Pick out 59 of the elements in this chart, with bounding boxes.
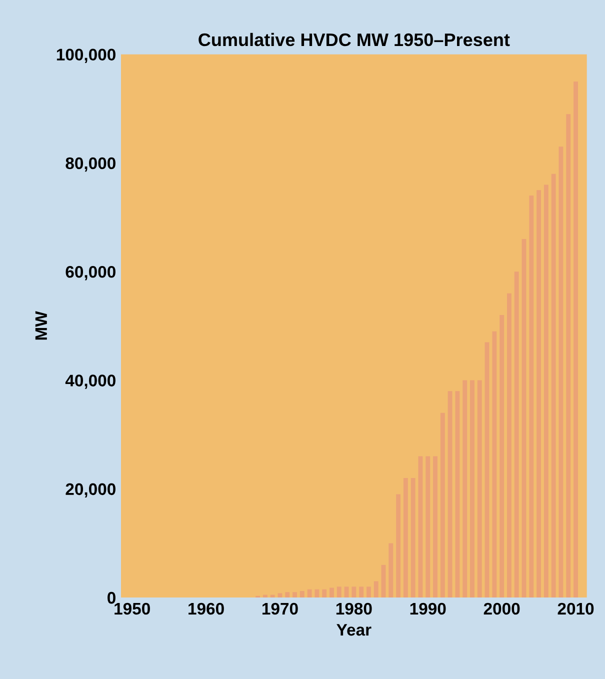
bar <box>270 594 275 598</box>
bar <box>396 494 401 598</box>
bar <box>433 456 438 598</box>
chart-title: Cumulative HVDC MW 1950–Present <box>198 32 510 46</box>
bar <box>484 342 490 598</box>
x-axis-title: Year <box>336 624 372 636</box>
bar <box>262 594 268 598</box>
bar <box>470 380 474 598</box>
bar <box>359 586 364 598</box>
x-tick-label: 1980 <box>336 602 372 615</box>
bar <box>529 196 534 598</box>
bar <box>440 412 445 598</box>
bar <box>514 272 519 598</box>
y-tick-label: 40,000 <box>65 374 116 389</box>
x-tick-label: 2000 <box>484 602 520 615</box>
bar <box>278 593 282 598</box>
bar <box>292 592 297 598</box>
bar <box>300 591 304 598</box>
x-tick-label: 1960 <box>188 602 224 615</box>
bar <box>314 589 320 598</box>
bar <box>307 589 312 598</box>
bar <box>336 586 342 598</box>
bar <box>500 315 504 598</box>
y-tick-label: 20,000 <box>66 483 116 498</box>
x-tick-label: 1950 <box>114 602 150 615</box>
bar <box>536 190 542 598</box>
bar <box>477 380 482 598</box>
y-tick-label: 80,000 <box>66 157 116 172</box>
bar <box>574 81 578 598</box>
bar <box>388 543 394 598</box>
bar <box>522 239 526 598</box>
bar <box>551 174 556 598</box>
x-tick-label: 2010 <box>558 602 594 615</box>
bar <box>381 564 386 598</box>
bar <box>352 586 356 598</box>
y-tick-label: 0 <box>108 592 116 604</box>
y-tick-label: 100,000 <box>56 48 116 63</box>
bar <box>426 456 430 598</box>
bar <box>448 391 452 598</box>
bar <box>366 586 371 598</box>
bar <box>410 478 416 598</box>
bar <box>344 586 349 598</box>
bar <box>462 380 468 598</box>
bar <box>544 184 548 598</box>
y-tick-label: 60,000 <box>66 266 116 280</box>
bar <box>558 146 564 598</box>
bar <box>492 331 497 598</box>
bar <box>566 114 571 598</box>
bar <box>455 391 460 598</box>
bar <box>403 478 408 598</box>
bar <box>418 456 423 598</box>
bar <box>374 581 378 598</box>
bar <box>330 588 334 598</box>
x-tick-label: 1970 <box>262 602 298 615</box>
y-axis-title: MW <box>35 311 47 340</box>
bar <box>506 293 512 598</box>
bar <box>285 592 290 598</box>
x-tick-label: 1990 <box>410 602 446 615</box>
bar <box>322 589 327 598</box>
